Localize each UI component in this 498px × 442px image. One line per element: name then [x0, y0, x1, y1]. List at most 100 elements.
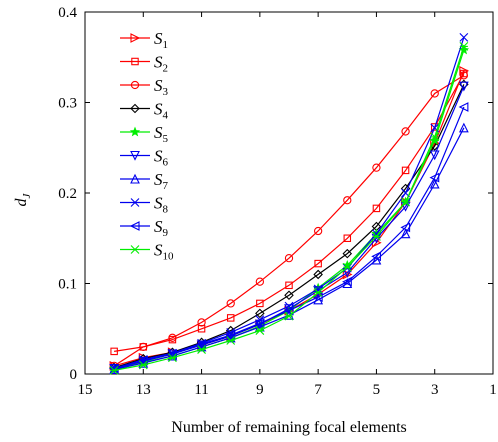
data-point — [429, 150, 440, 161]
data-point — [342, 276, 352, 287]
y-axis-label-main: d — [13, 197, 30, 206]
y-tick-label: 0.2 — [58, 186, 77, 202]
data-point — [255, 277, 265, 286]
legend-label-main: S — [154, 29, 163, 48]
data-point — [430, 89, 439, 98]
data-point — [285, 281, 293, 290]
x-tick-label: 9 — [256, 382, 264, 398]
data-point — [401, 197, 410, 207]
data-point — [342, 278, 353, 289]
legend-entry-S3: S3 — [120, 76, 169, 98]
data-point — [372, 232, 381, 241]
y-axis-label-sub: J — [21, 192, 33, 198]
data-point — [401, 127, 410, 136]
y-axis-label: dJ — [13, 192, 33, 206]
data-point — [255, 326, 265, 335]
legend-label-sub: 3 — [163, 86, 169, 98]
data-point — [313, 269, 323, 280]
data-point — [458, 81, 469, 92]
legend-label: S3 — [154, 76, 169, 98]
data-point — [430, 132, 440, 142]
y-tick-label: 0.3 — [58, 96, 77, 112]
data-point — [371, 254, 382, 265]
x-tick-label: 3 — [431, 382, 439, 398]
data-point — [254, 318, 265, 329]
data-point — [429, 172, 440, 183]
legend-marker — [130, 173, 140, 184]
legend-entry-S7: S7 — [120, 170, 169, 192]
legend-entry-S1: S1 — [120, 29, 168, 51]
legend-entry-S9: S9 — [120, 217, 169, 239]
data-point — [225, 330, 236, 340]
series-line — [113, 106, 465, 370]
data-point — [197, 345, 206, 354]
legend-marker — [130, 198, 140, 207]
data-point — [168, 333, 177, 342]
data-point — [283, 305, 294, 316]
y-tick-label: 0 — [70, 367, 78, 383]
data-point — [343, 234, 352, 243]
data-point — [255, 308, 265, 319]
legend-label-sub: 7 — [163, 180, 169, 192]
legend-label-sub: 9 — [163, 227, 169, 239]
data-point — [459, 42, 469, 51]
legend-marker — [130, 245, 140, 254]
axes: 15 13 11 9 7 5 3 100.10.20.30.4 — [58, 5, 497, 398]
legend-label: S4 — [154, 100, 169, 122]
data-point — [168, 353, 177, 363]
series-line — [114, 73, 465, 352]
x-tick-label: 5 — [373, 382, 381, 398]
legend-marker — [129, 221, 140, 231]
data-point — [429, 135, 440, 145]
data-point — [429, 141, 440, 151]
data-point — [196, 339, 207, 350]
x-tick-label: 11 — [194, 382, 208, 398]
legend-label-sub: 6 — [163, 157, 169, 169]
legend-label-main: S — [154, 170, 163, 189]
data-point — [226, 314, 235, 322]
data-point — [256, 299, 264, 308]
legend-label-main: S — [154, 123, 163, 142]
x-axis-label: Number of remaining focal elements — [171, 419, 406, 436]
data-point — [226, 299, 235, 308]
data-point — [109, 365, 119, 375]
y-tick-label: 0.1 — [58, 277, 77, 293]
legend-label-main: S — [154, 217, 163, 236]
legend-label-main: S — [154, 241, 163, 260]
data-point — [459, 79, 469, 90]
data-point — [313, 284, 323, 294]
legend-entry-S6: S6 — [120, 147, 169, 169]
legend-marker — [131, 57, 139, 66]
series-line — [113, 74, 465, 367]
data-point — [372, 163, 381, 172]
legend-label-main: S — [154, 147, 163, 166]
legend-label: S8 — [154, 194, 169, 216]
data-point — [400, 228, 411, 239]
data-point — [342, 263, 352, 273]
data-point — [372, 204, 381, 213]
legend-entry-S5: S5 — [120, 123, 169, 145]
data-point — [197, 318, 206, 327]
data-point — [313, 226, 323, 236]
legend-label-sub: 5 — [163, 133, 169, 145]
x-tick-label: 13 — [136, 382, 151, 398]
data-point — [371, 251, 381, 262]
data-point — [139, 342, 148, 351]
legend-entry-S2: S2 — [120, 53, 168, 75]
data-point — [226, 327, 236, 337]
x-tick-label: 15 — [78, 382, 93, 398]
legend-label: S10 — [154, 241, 174, 263]
data-point — [429, 178, 440, 189]
legend-label: S1 — [154, 29, 168, 51]
legend-marker — [129, 126, 141, 137]
data-point — [458, 102, 469, 112]
data-point — [342, 248, 353, 259]
series-S10 — [109, 42, 469, 375]
legend-label-sub: 10 — [163, 251, 175, 263]
legend-label: S9 — [154, 217, 169, 239]
data-point — [400, 222, 411, 233]
data-point — [284, 311, 294, 321]
data-point — [459, 65, 470, 76]
